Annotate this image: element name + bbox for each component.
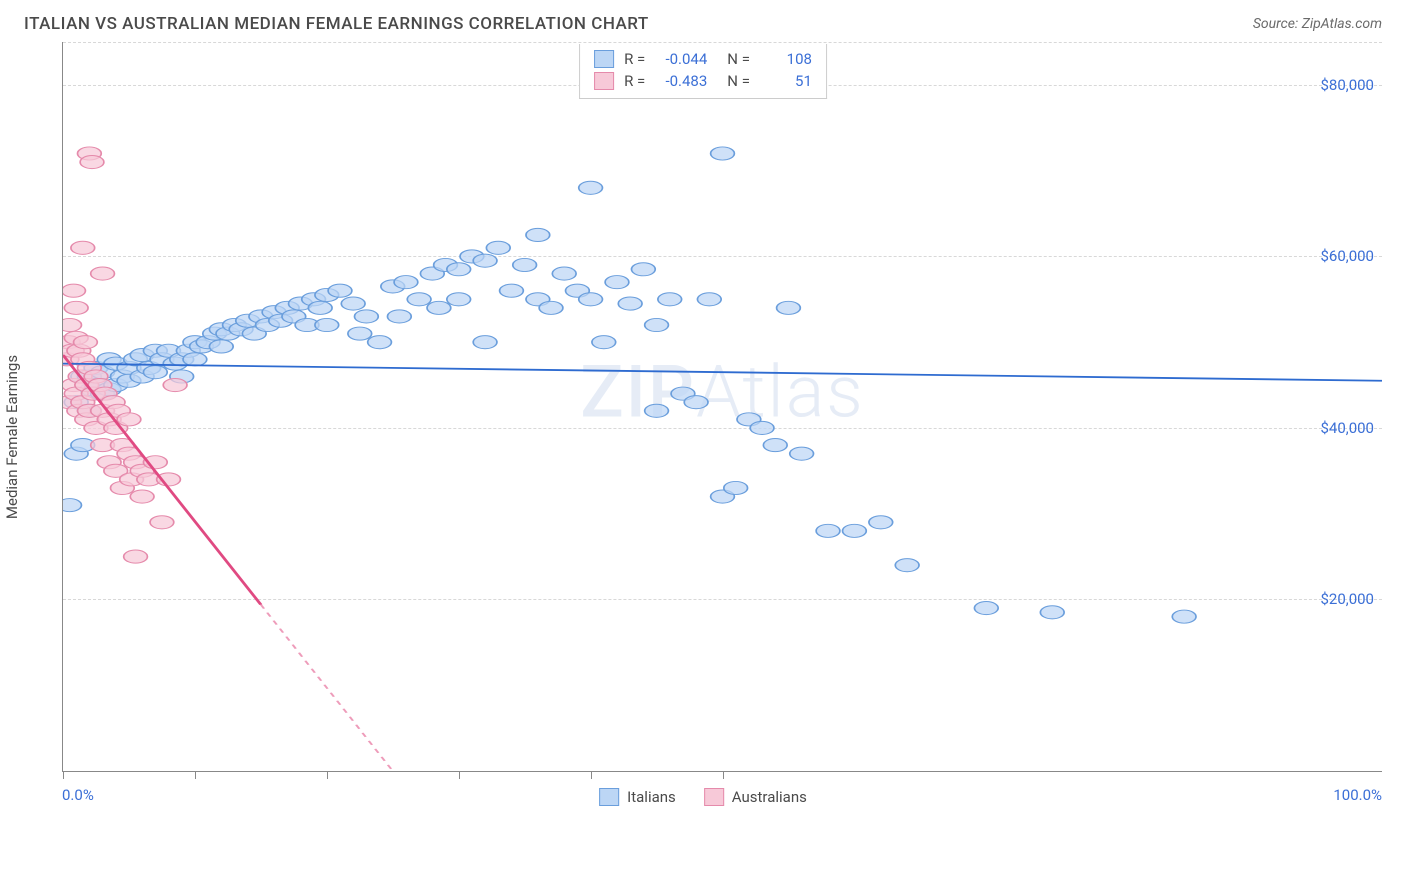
data-point [63, 284, 85, 297]
data-point [163, 378, 187, 391]
trend-line [63, 355, 261, 605]
data-point [1172, 610, 1196, 623]
data-point [80, 156, 104, 169]
data-point [1040, 606, 1064, 619]
data-point [143, 366, 167, 379]
x-tick [327, 771, 328, 779]
data-point [539, 301, 563, 314]
stat-r-value: -0.483 [655, 72, 707, 90]
plot-region: ZIPAtlas $20,000$40,000$60,000$80,000 [62, 42, 1382, 772]
x-tick [723, 771, 724, 779]
data-point [209, 340, 233, 353]
data-point [447, 263, 471, 276]
data-point [579, 181, 603, 194]
stat-n-value: 108 [760, 50, 812, 68]
data-point [447, 293, 471, 306]
data-point [308, 301, 332, 314]
data-point [315, 318, 339, 331]
legend-label: Australians [732, 788, 807, 806]
correlation-legend-row: R = -0.044 N = 108 [594, 48, 812, 70]
data-point [579, 293, 603, 306]
data-point [183, 353, 207, 366]
x-axis-min-label: 0.0% [62, 786, 94, 804]
stat-r-label: R = [624, 72, 645, 90]
stat-n-label: N = [727, 50, 750, 68]
legend-swatch [704, 788, 724, 806]
data-point [63, 499, 81, 512]
legend-swatch [599, 788, 619, 806]
data-point [658, 293, 682, 306]
data-point [974, 601, 998, 614]
legend-item: Australians [704, 788, 807, 806]
data-point [816, 524, 840, 537]
data-point [427, 301, 451, 314]
data-point [526, 228, 550, 241]
trend-line [63, 364, 1382, 381]
x-axis-max-label: 100.0% [1333, 786, 1382, 804]
data-point [486, 241, 510, 254]
data-point [750, 421, 774, 434]
data-point [74, 336, 98, 349]
data-point [645, 318, 669, 331]
data-point [64, 301, 88, 314]
series-legend: Italians Australians [599, 788, 807, 806]
x-tick [459, 771, 460, 779]
data-point [869, 516, 893, 529]
data-point [843, 524, 867, 537]
data-point [407, 293, 431, 306]
data-point [500, 284, 524, 297]
legend-item: Italians [599, 788, 676, 806]
data-point [124, 550, 148, 563]
data-point [724, 481, 748, 494]
data-point [117, 413, 141, 426]
data-point [473, 254, 497, 267]
data-point [71, 241, 95, 254]
data-point [130, 490, 154, 503]
correlation-legend: R = -0.044 N = 108 R = -0.483 N = 51 [579, 44, 827, 99]
data-point [150, 516, 174, 529]
y-axis-label: Median Female Earnings [3, 355, 21, 519]
chart-area: Median Female Earnings ZIPAtlas $20,000$… [24, 42, 1382, 832]
data-point [631, 263, 655, 276]
legend-label: Italians [627, 788, 676, 806]
correlation-legend-row: R = -0.483 N = 51 [594, 70, 812, 92]
data-point [777, 301, 801, 314]
data-point [684, 396, 708, 409]
stat-n-value: 51 [760, 72, 812, 90]
x-tick [63, 771, 64, 779]
data-point [513, 258, 537, 271]
data-point [387, 310, 411, 323]
x-tick [591, 771, 592, 779]
trend-line-extrapolated [261, 605, 393, 771]
stat-n-label: N = [727, 72, 750, 90]
data-point [790, 447, 814, 460]
x-tick [195, 771, 196, 779]
data-point [348, 327, 372, 340]
data-point [91, 267, 115, 280]
data-point [605, 276, 629, 289]
data-point [368, 336, 392, 349]
scatter-svg [63, 42, 1382, 771]
stat-r-value: -0.044 [655, 50, 707, 68]
source-attribution: Source: ZipAtlas.com [1253, 16, 1382, 32]
data-point [354, 310, 378, 323]
data-point [328, 284, 352, 297]
data-point [697, 293, 721, 306]
data-point [341, 297, 365, 310]
data-point [592, 336, 616, 349]
data-point [645, 404, 669, 417]
data-point [763, 439, 787, 452]
data-point [473, 336, 497, 349]
data-point [618, 297, 642, 310]
data-point [711, 147, 735, 160]
data-point [63, 318, 81, 331]
legend-swatch [594, 50, 614, 68]
data-point [895, 559, 919, 572]
data-point [552, 267, 576, 280]
stat-r-label: R = [624, 50, 645, 68]
legend-swatch [594, 72, 614, 90]
chart-title: ITALIAN VS AUSTRALIAN MEDIAN FEMALE EARN… [24, 14, 649, 34]
data-point [394, 276, 418, 289]
